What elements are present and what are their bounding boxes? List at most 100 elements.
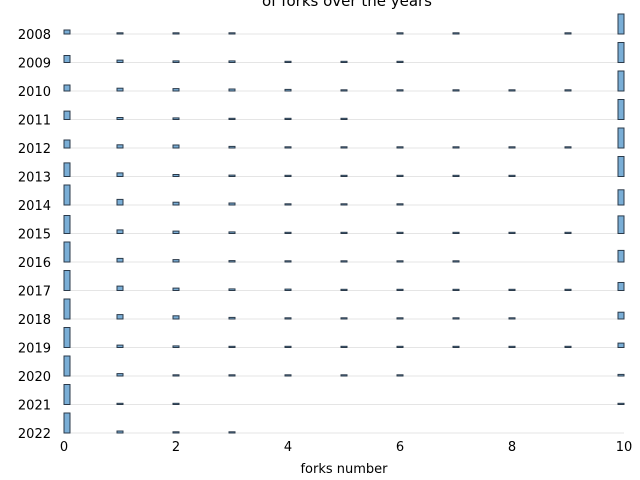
bar-2015-0 xyxy=(63,215,71,234)
x-tick-label-4: 4 xyxy=(284,440,292,455)
bar-2010-5 xyxy=(340,89,348,92)
bar-2013-7 xyxy=(452,174,460,178)
bar-2009-4 xyxy=(284,60,292,63)
bar-2014-10 xyxy=(617,189,625,206)
bars xyxy=(63,13,625,434)
y-tick-label-2018: 2018 xyxy=(18,313,51,328)
y-tick-label-2010: 2010 xyxy=(18,85,51,100)
bar-2016-10 xyxy=(617,249,625,263)
bar-2017-2 xyxy=(172,287,180,292)
bar-2018-3 xyxy=(228,316,236,320)
bar-2014-1 xyxy=(116,198,124,206)
bar-2016-2 xyxy=(172,259,180,263)
x-tick-label-8: 8 xyxy=(508,440,516,455)
bar-2012-10 xyxy=(617,127,625,149)
bar-2021-2 xyxy=(172,402,180,405)
bar-2019-1 xyxy=(116,344,124,349)
bar-2008-3 xyxy=(228,32,236,35)
bar-2020-1 xyxy=(116,373,124,377)
bar-2009-6 xyxy=(396,60,404,63)
chart-title: of forks over the years xyxy=(262,0,432,10)
bar-2008-2 xyxy=(172,32,180,35)
bar-2012-9 xyxy=(564,146,572,149)
bar-2014-4 xyxy=(284,203,292,206)
bar-2016-3 xyxy=(228,260,236,263)
x-tick-label-2: 2 xyxy=(172,440,180,455)
y-tick-label-2022: 2022 xyxy=(18,427,51,442)
bar-2019-3 xyxy=(228,345,236,348)
y-tick-label-2011: 2011 xyxy=(18,114,51,129)
bar-2017-6 xyxy=(396,288,404,291)
bar-2018-2 xyxy=(172,315,180,320)
bar-2012-1 xyxy=(116,144,124,149)
bar-2016-1 xyxy=(116,257,124,263)
bar-2018-6 xyxy=(396,317,404,320)
bar-2013-6 xyxy=(396,174,404,178)
bar-2019-5 xyxy=(340,345,348,348)
bar-2012-6 xyxy=(396,146,404,149)
y-tick-label-2008: 2008 xyxy=(18,28,51,43)
bar-2014-5 xyxy=(340,203,348,206)
bar-2015-6 xyxy=(396,231,404,235)
bar-2013-10 xyxy=(617,156,625,177)
y-tick-label-2016: 2016 xyxy=(18,256,51,271)
bar-2022-2 xyxy=(172,431,180,434)
bar-2015-7 xyxy=(452,231,460,235)
bar-2016-4 xyxy=(284,260,292,263)
bar-2015-5 xyxy=(340,231,348,235)
bar-2008-10 xyxy=(617,13,625,35)
bar-2019-2 xyxy=(172,345,180,348)
bar-2015-8 xyxy=(508,231,516,235)
bar-2017-8 xyxy=(508,288,516,291)
bar-2012-8 xyxy=(508,146,516,149)
bar-2009-3 xyxy=(228,60,236,64)
bar-2008-1 xyxy=(116,32,124,35)
bar-2017-10 xyxy=(617,282,625,291)
bar-2010-10 xyxy=(617,70,625,92)
bar-2008-9 xyxy=(564,32,572,35)
x-tick-label-0: 0 xyxy=(60,440,68,455)
bar-2013-2 xyxy=(172,174,180,177)
bar-2020-0 xyxy=(63,355,71,377)
bar-2016-0 xyxy=(63,241,71,263)
bar-2013-1 xyxy=(116,172,124,177)
bar-2012-4 xyxy=(284,146,292,149)
bar-2020-2 xyxy=(172,374,180,377)
bar-2012-5 xyxy=(340,146,348,149)
bar-2019-10 xyxy=(617,342,625,349)
y-tick-label-2021: 2021 xyxy=(18,399,51,414)
bar-2011-1 xyxy=(116,117,124,120)
bar-2010-1 xyxy=(116,87,124,92)
bar-2019-6 xyxy=(396,345,404,348)
bar-2018-1 xyxy=(116,314,124,320)
bar-2015-3 xyxy=(228,231,236,234)
bar-2018-4 xyxy=(284,317,292,320)
bar-2014-6 xyxy=(396,203,404,206)
bar-2013-4 xyxy=(284,174,292,178)
bar-2018-0 xyxy=(63,298,71,320)
bar-2015-4 xyxy=(284,231,292,235)
bar-2015-10 xyxy=(617,215,625,234)
bar-2016-5 xyxy=(340,260,348,263)
y-tick-label-2015: 2015 xyxy=(18,228,51,243)
bar-2010-0 xyxy=(63,84,71,92)
bar-2010-6 xyxy=(396,89,404,92)
bar-2014-2 xyxy=(172,201,180,206)
bar-2011-0 xyxy=(63,110,71,120)
bar-2011-2 xyxy=(172,117,180,121)
y-tick-label-2013: 2013 xyxy=(18,171,51,186)
bar-2010-2 xyxy=(172,88,180,92)
bar-2017-4 xyxy=(284,288,292,292)
bar-2021-0 xyxy=(63,384,71,405)
bar-2008-6 xyxy=(396,32,404,35)
bar-2010-7 xyxy=(452,89,460,92)
bar-2009-2 xyxy=(172,60,180,64)
bar-2017-7 xyxy=(452,288,460,291)
bar-2017-5 xyxy=(340,288,348,291)
bar-2014-3 xyxy=(228,202,236,206)
bar-2009-1 xyxy=(116,59,124,63)
bar-2022-0 xyxy=(63,412,71,434)
bar-2013-0 xyxy=(63,162,71,177)
x-tick-label-6: 6 xyxy=(396,440,404,455)
